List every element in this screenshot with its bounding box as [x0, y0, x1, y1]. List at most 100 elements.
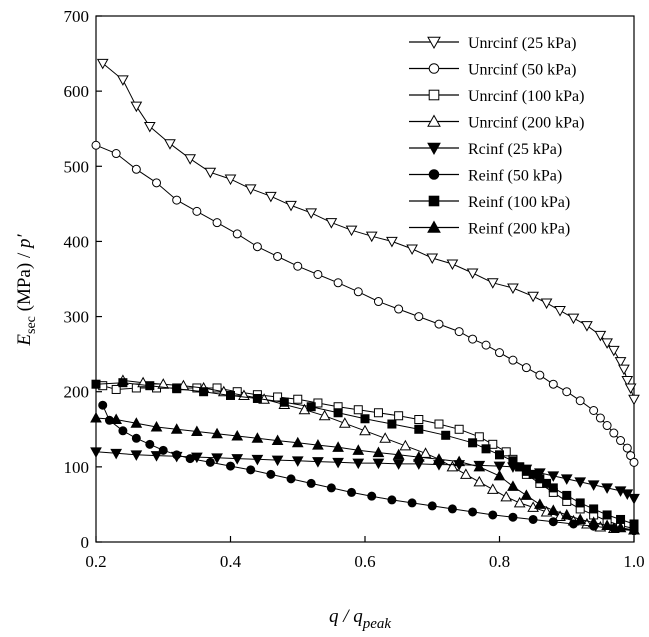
data-point [373, 408, 383, 418]
legend-entry: Rcinf (25 kPa) [409, 141, 562, 158]
data-point [614, 357, 627, 368]
y-tick-label: 200 [64, 383, 90, 402]
data-point [399, 439, 412, 451]
data-point [446, 259, 459, 271]
data-point [145, 381, 155, 391]
data-point [131, 433, 141, 443]
data-point [90, 447, 102, 458]
legend-entry: Unrcinf (25 kPa) [409, 35, 576, 52]
data-point [567, 313, 580, 325]
data-point [333, 278, 343, 288]
data-point [574, 477, 587, 488]
data-point [312, 439, 324, 450]
data-point [291, 456, 304, 467]
legend-label: Unrcinf (25 kPa) [468, 35, 576, 52]
data-point [587, 480, 600, 491]
data-point [231, 430, 244, 441]
legend-label: Unrcinf (200 kPa) [468, 115, 584, 132]
data-point [367, 491, 377, 501]
data-point [312, 457, 324, 468]
data-point [527, 291, 539, 303]
legend-label: Reinf (100 kPa) [468, 194, 570, 211]
data-point [412, 451, 425, 462]
series-7 [91, 378, 639, 529]
data-point [392, 459, 405, 470]
data-point [118, 378, 128, 388]
data-point [386, 236, 398, 248]
data-point [205, 457, 215, 467]
y-axis-title-sub: sec [24, 316, 39, 334]
data-point [562, 490, 572, 500]
data-point [273, 251, 283, 261]
data-point [345, 225, 358, 237]
data-point [453, 455, 465, 467]
legend-marker [427, 114, 441, 127]
data-point [520, 489, 533, 500]
data-point [548, 379, 558, 389]
data-point [150, 421, 163, 432]
data-point [172, 195, 182, 205]
data-point [387, 495, 397, 505]
data-point [347, 487, 357, 497]
data-point [306, 402, 316, 412]
data-point [157, 378, 170, 389]
data-point [528, 469, 538, 479]
data-point [91, 379, 101, 389]
data-point [224, 174, 237, 186]
legend-entry: Unrcinf (50 kPa) [409, 62, 576, 79]
data-point [271, 434, 284, 446]
data-point [184, 154, 196, 165]
series-8 [90, 411, 640, 535]
data-point [468, 334, 478, 344]
data-point [325, 218, 338, 229]
data-point [493, 461, 506, 473]
data-point [595, 413, 605, 423]
data-point [96, 58, 109, 70]
data-point [468, 507, 478, 517]
y-axis-title-var: p′ [14, 234, 35, 251]
y-tick-label: 400 [64, 232, 90, 251]
x-axis: 0.2 0.4 0.6 0.8 1.0 [85, 536, 645, 571]
data-point [211, 427, 223, 439]
data-point [318, 409, 331, 421]
data-point [548, 517, 558, 527]
data-point [252, 393, 262, 403]
data-point [271, 455, 284, 467]
data-point [246, 465, 256, 475]
data-point [473, 475, 486, 487]
y-axis-title-rest: (MPa) / [14, 248, 35, 316]
data-point [394, 304, 404, 314]
data-point [628, 493, 640, 505]
data-point [614, 521, 627, 533]
data-point [360, 414, 370, 424]
data-point [454, 424, 464, 434]
x-tick-label: 0.6 [354, 552, 375, 571]
data-point [508, 512, 518, 522]
data-point [110, 448, 123, 460]
legend-entry: Reinf (200 kPa) [409, 220, 570, 238]
data-point [434, 319, 444, 329]
series-1 [96, 58, 640, 406]
data-point [454, 327, 464, 337]
data-point [204, 167, 217, 179]
data-point [534, 498, 546, 509]
data-point [609, 428, 619, 438]
y-tick-label: 300 [64, 308, 90, 327]
data-point [130, 417, 143, 428]
data-point [547, 504, 560, 515]
data-point [150, 451, 163, 462]
x-axis-title-sub: peak [362, 616, 392, 632]
legend-marker [427, 142, 441, 156]
x-tick-label: 0.2 [85, 552, 106, 571]
data-point [507, 283, 519, 295]
data-point [333, 408, 343, 418]
data-point [252, 242, 262, 252]
data-point [91, 140, 101, 150]
data-point [560, 508, 573, 520]
data-point [468, 438, 478, 448]
data-point [607, 345, 620, 357]
data-point [231, 454, 244, 465]
legend-marker [427, 36, 441, 50]
data-point [226, 390, 235, 400]
data-point [306, 478, 316, 488]
